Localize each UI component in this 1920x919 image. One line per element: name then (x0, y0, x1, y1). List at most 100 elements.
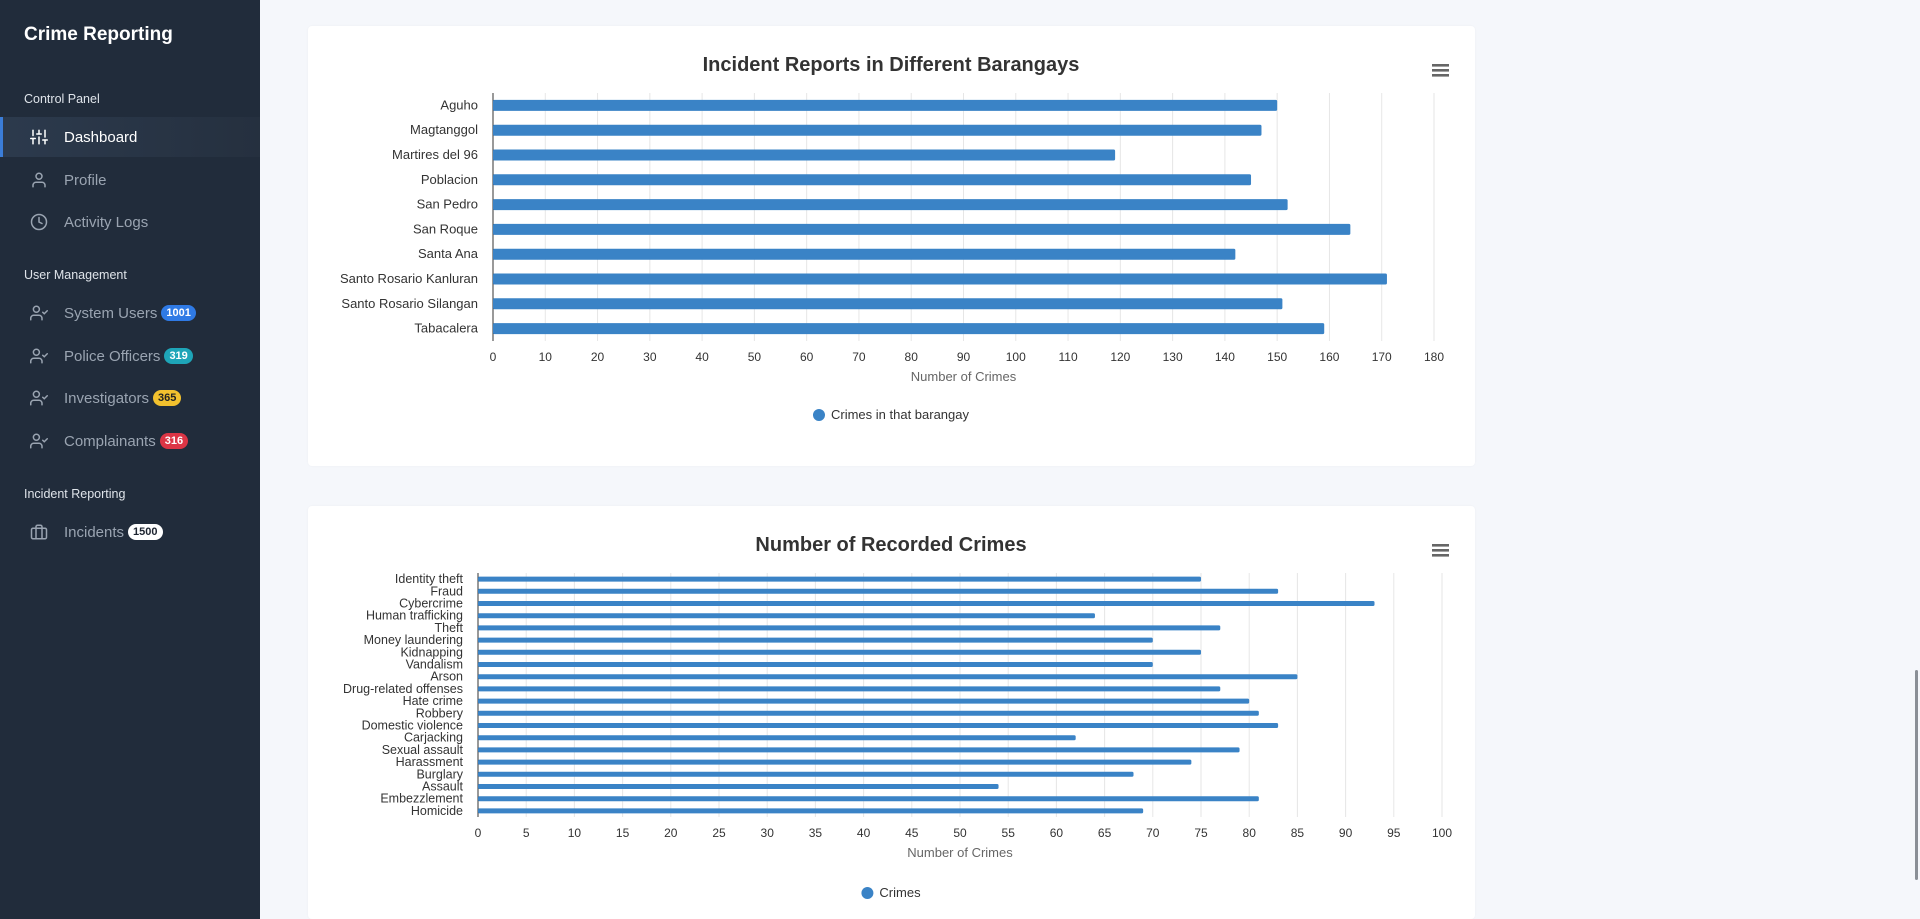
bar (478, 613, 1095, 619)
x-tick-label: 15 (616, 826, 630, 840)
category-label: Vandalism (406, 658, 463, 672)
bar (478, 674, 1298, 680)
barangay-chart: Incident Reports in Different Barangays 0… (340, 54, 1449, 422)
user-check-icon (30, 347, 48, 365)
bar (493, 223, 1351, 235)
chart-title: Incident Reports in Different Barangays (703, 54, 1080, 76)
bar (478, 686, 1221, 692)
legend-item[interactable]: Crimes in that barangay (812, 407, 970, 422)
crimes-chart-card: Number of Recorded Crimes 0 5 10 15 20 25 30 35 4… (308, 506, 1475, 919)
category-label: San Pedro (417, 197, 478, 212)
x-tick-label: 70 (1146, 826, 1160, 840)
bar (493, 273, 1387, 285)
x-tick-label: 55 (1002, 826, 1016, 840)
x-tick-label: 20 (591, 350, 605, 364)
x-tick-label: 85 (1291, 826, 1305, 840)
category-label: Hate crime (403, 694, 463, 708)
x-tick-label: 90 (957, 350, 971, 364)
category-label: Robbery (416, 706, 464, 720)
bar (478, 771, 1134, 777)
x-tick-label: 170 (1372, 350, 1392, 364)
legend-label: Crimes in that barangay (831, 407, 970, 422)
category-label: Drug-related offenses (343, 682, 463, 696)
x-tick-label: 65 (1098, 826, 1112, 840)
category-label: Magtanggol (410, 122, 478, 137)
category-label: Domestic violence (362, 719, 463, 733)
category-label: Harassment (396, 755, 464, 769)
bar (478, 723, 1279, 728)
barangay-chart-card: Incident Reports in Different Barangays 0… (308, 26, 1475, 466)
sidebar-item-investigators[interactable]: Investigators 365 (0, 378, 260, 418)
x-tick-label: 25 (712, 826, 726, 840)
x-tick-label: 95 (1387, 826, 1401, 840)
x-axis-title: Number of Crimes (911, 369, 1017, 384)
x-tick-label: 50 (748, 350, 762, 364)
count-badge: 365 (153, 390, 182, 406)
sidebar-item-label: Police Officers (64, 347, 161, 365)
x-tick-label: 70 (852, 350, 866, 364)
category-label: San Roque (413, 221, 478, 236)
legend-item[interactable]: Crimes (861, 885, 921, 900)
sidebar-item-profile[interactable]: Profile (0, 160, 260, 200)
x-tick-label: 50 (953, 826, 967, 840)
sidebar-item-label: Dashboard (64, 128, 138, 146)
category-label: Identity theft (395, 572, 464, 586)
x-tick-label: 10 (568, 826, 582, 840)
category-label: Aguho (440, 97, 478, 112)
menu-icon-line (1432, 64, 1449, 67)
menu-icon-line (1432, 554, 1449, 557)
category-label: Carjacking (404, 731, 463, 745)
briefcase-icon (30, 523, 48, 541)
x-tick-label: 140 (1215, 350, 1235, 364)
x-tick-label: 120 (1110, 350, 1130, 364)
category-label: Sexual assault (382, 743, 464, 757)
x-tick-label: 45 (905, 826, 919, 840)
menu-icon[interactable] (1432, 64, 1449, 77)
section-incident-reporting: Incident Reporting (24, 487, 126, 501)
sidebar-item-activity-logs[interactable]: Activity Logs (0, 202, 260, 242)
sidebar-item-complainants[interactable]: Complainants 316 (0, 421, 260, 461)
sidebar-item-system-users[interactable]: System Users 1001 (0, 293, 260, 333)
bar (493, 124, 1262, 136)
sidebar-item-label: Complainants (64, 432, 156, 450)
sidebar-item-label: Activity Logs (64, 213, 149, 231)
x-tick-label: 180 (1424, 350, 1444, 364)
bar (478, 576, 1201, 582)
category-label: Kidnapping (400, 645, 463, 659)
sidebar-item-label: Profile (64, 171, 107, 189)
bar (478, 662, 1153, 667)
x-tick-label: 0 (475, 826, 482, 840)
brand-title: Crime Reporting (24, 24, 173, 45)
x-tick-label: 30 (761, 826, 775, 840)
sidebar-item-incidents[interactable]: Incidents 1500 (0, 512, 260, 552)
bar (478, 601, 1375, 606)
sidebar-item-label: System Users (64, 304, 158, 322)
sidebar-item-dashboard[interactable]: Dashboard (0, 117, 260, 157)
x-tick-label: 110 (1058, 350, 1077, 364)
category-label: Tabacalera (414, 321, 478, 336)
legend-marker (861, 887, 874, 899)
bar (478, 784, 999, 789)
x-axis-title: Number of Crimes (907, 845, 1013, 860)
menu-icon-line (1432, 544, 1449, 547)
category-label: Assault (422, 780, 464, 794)
x-tick-label: 75 (1194, 826, 1208, 840)
menu-icon[interactable] (1432, 544, 1449, 557)
x-tick-label: 0 (490, 350, 497, 364)
category-label: Santo Rosario Kanluran (340, 271, 478, 286)
x-tick-label: 30 (643, 350, 657, 364)
count-badge: 1001 (161, 305, 196, 321)
x-tick-label: 130 (1163, 350, 1183, 364)
scrollbar-thumb[interactable] (1915, 670, 1918, 880)
category-label: Arson (430, 670, 463, 684)
category-label: Money laundering (364, 633, 463, 647)
bar (493, 323, 1325, 335)
bar (493, 99, 1278, 111)
legend-label: Crimes (879, 885, 921, 900)
x-tick-label: 150 (1267, 350, 1287, 364)
category-label: Human trafficking (366, 609, 463, 623)
sidebar-item-police-officers[interactable]: Police Officers 319 (0, 336, 260, 376)
bar (493, 174, 1252, 186)
bar (478, 808, 1144, 814)
section-user-management: User Management (24, 268, 127, 282)
